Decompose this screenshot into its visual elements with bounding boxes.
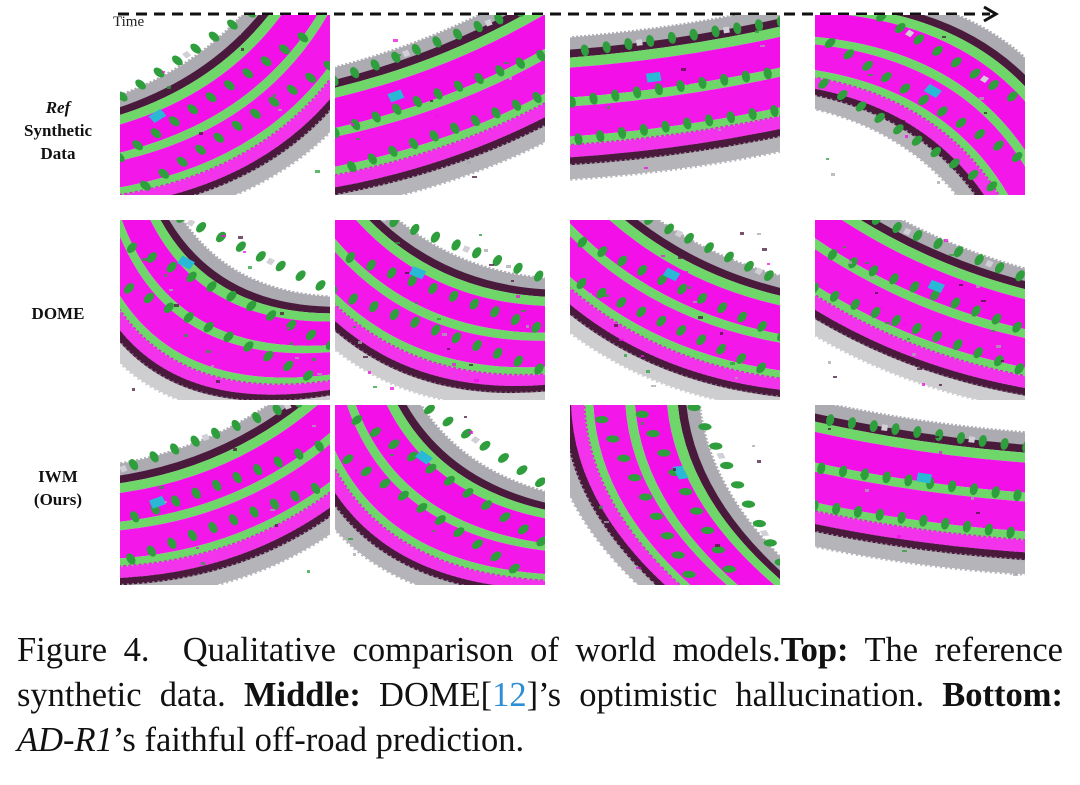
caption-text: Qualitative comparison of world models. <box>182 631 781 669</box>
occupancy-scene-image <box>815 405 1025 578</box>
occupancy-panel-iwm-4 <box>815 405 1025 585</box>
occupancy-scene-image <box>120 220 330 400</box>
row-label-ref: Ref Synthetic Data <box>8 96 108 165</box>
occupancy-panel-ref-4 <box>815 15 1025 195</box>
time-axis-label: Time <box>113 14 145 30</box>
caption-bottom-model: AD-R1 <box>17 721 113 759</box>
caption-middle-text-b: ]’s optimistic hallucination. <box>526 676 925 714</box>
occupancy-scene-image <box>815 220 1025 400</box>
occupancy-scene-image <box>570 220 780 400</box>
caption-top-label: Top: <box>780 631 849 669</box>
row-label-ref-line2: Data <box>40 144 76 163</box>
occupancy-scene-image <box>815 15 1025 195</box>
occupancy-scene-image <box>335 405 545 585</box>
caption-top-text: The reference synthetic data. <box>17 631 1063 714</box>
caption-middle-label: Middle: <box>243 676 361 714</box>
citation-link[interactable]: 12 <box>492 676 527 714</box>
caption-bottom-text: ’s faithful off-road prediction. <box>112 721 525 759</box>
caption-prefix: Figure 4. <box>17 631 150 669</box>
occupancy-panel-iwm-2 <box>335 405 545 585</box>
caption-bottom-label: Bottom: <box>942 676 1064 714</box>
figure-4: Time Ref Synthetic Data DOME IWM (Ours) <box>8 5 1025 585</box>
figure-caption: Figure 4. Qualitative comparison of worl… <box>17 628 1063 763</box>
row-label-iwm-line2: (Ours) <box>33 490 83 509</box>
occupancy-panel-dome-1 <box>120 220 330 400</box>
row-label-ref-line1: Synthetic <box>24 121 92 140</box>
occupancy-scene-image <box>335 15 545 195</box>
row-label-ref-emph: Ref <box>45 98 71 117</box>
row-label-iwm: IWM (Ours) <box>8 465 108 511</box>
occupancy-panel-ref-3 <box>570 15 780 195</box>
occupancy-scene-image <box>335 220 545 400</box>
caption-middle-text-a: DOME[ <box>379 676 493 714</box>
row-label-dome-line1: DOME <box>31 304 85 323</box>
occupancy-panel-dome-4 <box>815 220 1025 400</box>
occupancy-scene-image <box>570 15 780 183</box>
occupancy-scene-image <box>570 405 780 585</box>
occupancy-scene-image <box>120 15 330 195</box>
occupancy-panel-dome-2 <box>335 220 545 400</box>
occupancy-panel-iwm-1 <box>120 405 330 585</box>
time-arrow-icon <box>118 5 999 23</box>
occupancy-panel-dome-3 <box>570 220 780 400</box>
row-label-dome: DOME <box>8 302 108 325</box>
row-label-iwm-line1: IWM <box>38 467 78 486</box>
occupancy-panel-ref-1 <box>120 15 330 195</box>
occupancy-panel-iwm-3 <box>570 405 780 585</box>
occupancy-scene-image <box>120 405 330 585</box>
occupancy-panel-ref-2 <box>335 15 545 195</box>
